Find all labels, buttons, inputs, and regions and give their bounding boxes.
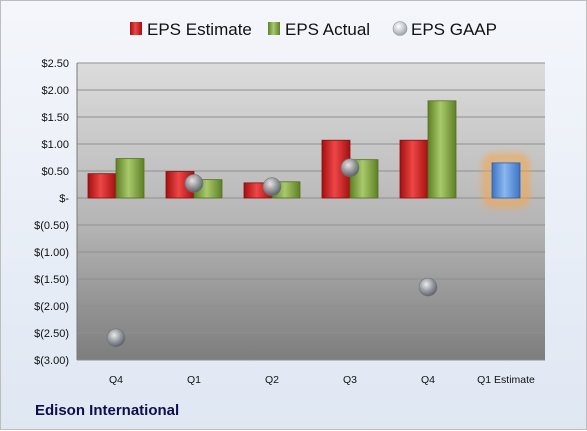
- legend-label: EPS GAAP: [411, 20, 497, 39]
- y-tick-label: $2.50: [41, 58, 69, 70]
- legend-label: EPS Actual: [285, 20, 370, 39]
- y-tick-label: $(2.00): [34, 301, 69, 313]
- y-tick-label: $(2.50): [34, 328, 69, 340]
- eps-estimate-bar: [399, 139, 429, 199]
- y-tick-label: $(3.00): [34, 355, 69, 367]
- legend-label: EPS Estimate: [147, 20, 252, 39]
- legend-swatch: [268, 22, 280, 35]
- eps-gaap-point: [340, 158, 360, 178]
- y-tick-label: $1.00: [41, 139, 69, 151]
- y-tick-label: $(0.50): [34, 220, 69, 232]
- y-tick-label: $(1.50): [34, 274, 69, 286]
- forecast-glow: [483, 154, 529, 207]
- x-tick-label: Q1: [187, 374, 201, 386]
- y-tick-label: $0.50: [41, 166, 69, 178]
- company-name: Edison International: [35, 402, 180, 419]
- eps-gaap-point: [106, 328, 126, 348]
- x-tick-label: Q4: [421, 374, 435, 386]
- eps-gaap-point: [184, 174, 204, 193]
- x-tick-label: Q1 Estimate: [477, 374, 535, 386]
- y-tick-label: $-: [59, 193, 69, 205]
- x-tick-label: Q3: [343, 374, 357, 386]
- legend: EPS Estimate EPS Actual EPS GAAP: [130, 20, 497, 39]
- y-tick-label: $2.00: [41, 85, 69, 97]
- legend-swatch: [130, 22, 142, 35]
- eps-estimate-forecast-bar: [491, 162, 521, 199]
- x-tick-label: Q2: [265, 374, 279, 386]
- eps-gaap-point: [262, 177, 282, 196]
- eps-estimate-bar: [87, 173, 117, 199]
- y-tick-label: $1.50: [41, 112, 69, 124]
- legend-swatch: [392, 21, 408, 36]
- plot-area: [77, 63, 545, 360]
- y-tick-label: $(1.00): [34, 247, 69, 259]
- eps-actual-bar: [115, 158, 145, 199]
- x-tick-label: Q4: [109, 374, 123, 386]
- eps-actual-bar: [427, 100, 457, 199]
- eps-gaap-point: [418, 277, 438, 297]
